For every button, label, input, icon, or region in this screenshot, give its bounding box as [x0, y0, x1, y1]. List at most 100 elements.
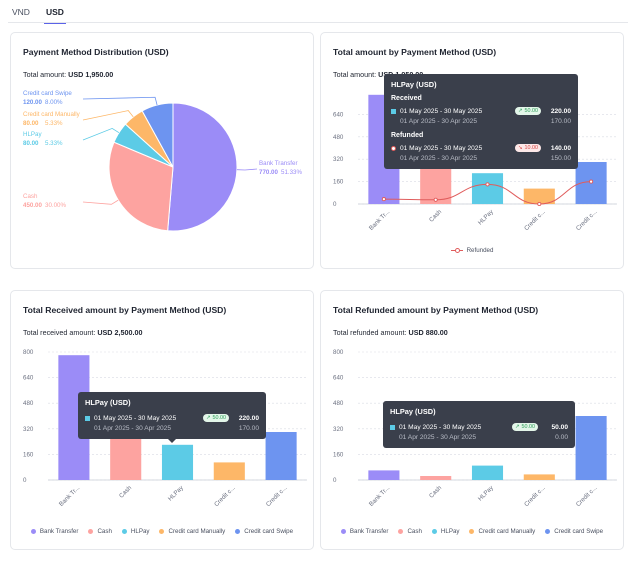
period-label: 01 May 2025 - 30 May 2025: [400, 144, 483, 152]
legend-dot-icon: [545, 529, 551, 534]
trend-up-badge: ↗ 50.00: [511, 423, 538, 431]
legend-dot-icon: [431, 529, 437, 534]
period-value: 150.00: [550, 154, 571, 162]
legend-label: HLPay: [440, 528, 460, 535]
legend-label: Bank Transfer: [39, 528, 79, 535]
legend-item[interactable]: HLPay: [431, 528, 460, 535]
trend-up-icon: ↗: [514, 424, 520, 430]
total-value: USD 2,500.00: [97, 328, 143, 337]
period-label: 01 May 2025 - 30 May 2025: [94, 414, 177, 422]
x-tick-label: Credit c...: [575, 208, 599, 232]
y-tick-label: 480: [23, 400, 34, 407]
hlpay-tooltip: HLPay (USD) 01 May 2025 - 30 May 2025 ↗ 5…: [78, 392, 266, 443]
refunded-point: [433, 197, 438, 202]
legend-item[interactable]: Credit card Manually: [469, 528, 535, 535]
tab-vnd[interactable]: VND: [12, 7, 30, 17]
pie-label: Bank Transfer: [259, 160, 298, 167]
tooltip-row-previous: 01 Apr 2025 - 30 Apr 2025 150.00: [391, 153, 571, 163]
x-tick-label: Cash: [428, 484, 444, 500]
pie-percent: 30.00%: [45, 202, 66, 209]
pie-value: 80.00: [23, 140, 39, 147]
x-tick-label: Cash: [118, 484, 134, 500]
legend-item[interactable]: Cash: [88, 528, 112, 535]
legend-dot-icon: [30, 529, 36, 534]
bar: [420, 166, 452, 204]
legend-dot-icon: [121, 529, 127, 534]
period-value: 170.00: [238, 424, 259, 432]
chart-legend: Bank Transfer Cash HLPay Credit card Manual…: [321, 528, 623, 535]
legend-item-refunded[interactable]: Refunded: [451, 247, 493, 254]
bar: [161, 444, 194, 480]
total-label: Total refunded amount:: [333, 328, 407, 337]
period-value: 220.00: [550, 107, 571, 115]
trend-up-icon: ↗: [205, 415, 211, 421]
total-amount-card: Total amount by Payment Method (USD) Tot…: [320, 32, 624, 269]
refunded-point: [485, 182, 490, 187]
pie-leader-line: [82, 96, 158, 106]
tooltip-section-refunded: Refunded: [391, 132, 424, 139]
tooltip-title: HLPay (USD): [391, 80, 437, 89]
refunded-bar-chart: 0 160 320 480 640 800 Bank Tr... Cash HLPay Credi…: [333, 349, 617, 508]
pie-slice: [108, 141, 174, 232]
pie-value: 120.00: [23, 99, 42, 106]
period-label: 01 Apr 2025 - 30 Apr 2025: [399, 433, 476, 441]
legend-label: HLPay: [130, 528, 150, 535]
period-value: 220.00: [238, 414, 259, 422]
tooltip-title: HLPay (USD): [85, 398, 131, 407]
pie-percent: 5.33%: [45, 120, 63, 127]
bar: [368, 470, 400, 480]
hlpay-tooltip: HLPay (USD) 01 May 2025 - 30 May 2025 ↗ 5…: [383, 401, 575, 448]
x-tick-label: Credit c...: [213, 484, 237, 508]
card-total: Total amount: USD 1,950.00: [23, 70, 113, 79]
hlpay-tooltip: HLPay (USD) Received 01 May 2025 - 30 Ma…: [384, 74, 578, 169]
legend-item[interactable]: HLPay: [121, 528, 150, 535]
legend-dot-icon: [469, 529, 475, 534]
refunded-point: [381, 197, 386, 202]
card-title: Total Received amount by Payment Method …: [23, 305, 227, 315]
pie-label: HLPay: [23, 131, 42, 138]
y-tick-label: 160: [333, 451, 344, 458]
y-tick-label: 800: [23, 349, 34, 356]
legend-item[interactable]: Credit card Manually: [159, 528, 225, 535]
line-marker-icon: [451, 248, 463, 253]
total-value: USD 880.00: [408, 328, 448, 337]
legend-label: Credit card Manually: [478, 528, 536, 535]
pie-leader-line: [236, 168, 258, 171]
legend-dot-icon: [398, 529, 404, 534]
trend-up-icon: ↗: [517, 108, 523, 114]
tab-usd[interactable]: USD: [43, 5, 66, 24]
legend-item[interactable]: Bank Transfer: [30, 528, 79, 535]
y-tick-label: 640: [333, 111, 344, 118]
y-tick-label: 480: [333, 400, 344, 407]
pie-value: 770.00: [259, 169, 278, 176]
trend-up-badge: ↗ 50.00: [514, 107, 541, 115]
pie-leader-line: [82, 199, 119, 205]
pie-percent: 51.33%: [281, 169, 302, 176]
received-amount-card: Total Received amount by Payment Method …: [10, 290, 314, 550]
pie-chart: Bank Transfer 770.00 51.33% Cash 450.00 30.00…: [23, 90, 302, 232]
period-value: 0.00: [555, 433, 568, 441]
x-tick-label: Credit c...: [265, 484, 289, 508]
legend-item[interactable]: Cash: [398, 528, 422, 535]
bar: [265, 432, 297, 480]
distribution-card: Payment Method Distribution (USD) Total …: [10, 32, 314, 269]
legend-label: Cash: [97, 528, 112, 535]
y-tick-label: 0: [333, 477, 337, 484]
x-tick-label: Credit c...: [523, 484, 547, 508]
legend-item[interactable]: Bank Transfer: [340, 528, 388, 535]
pie-slice: [141, 102, 174, 168]
legend-label: Credit card Swipe: [554, 528, 604, 535]
tooltip-arrow: [168, 439, 176, 443]
y-tick-label: 800: [333, 349, 344, 356]
card-title: Total amount by Payment Method (USD): [333, 47, 497, 57]
tooltip-row-previous: 01 Apr 2025 - 30 Apr 2025 170.00: [391, 116, 571, 126]
pie-percent: 5.33%: [45, 140, 63, 147]
bar: [523, 188, 555, 204]
legend-item[interactable]: Credit card Swipe: [235, 528, 293, 535]
tooltip-title: HLPay (USD): [390, 407, 436, 416]
total-label: Total amount:: [333, 70, 377, 79]
legend-label: Cash: [407, 528, 422, 535]
legend-item[interactable]: Credit card Swipe: [545, 528, 603, 535]
bar: [471, 173, 504, 204]
x-tick-label: Bank Tr...: [58, 484, 82, 508]
